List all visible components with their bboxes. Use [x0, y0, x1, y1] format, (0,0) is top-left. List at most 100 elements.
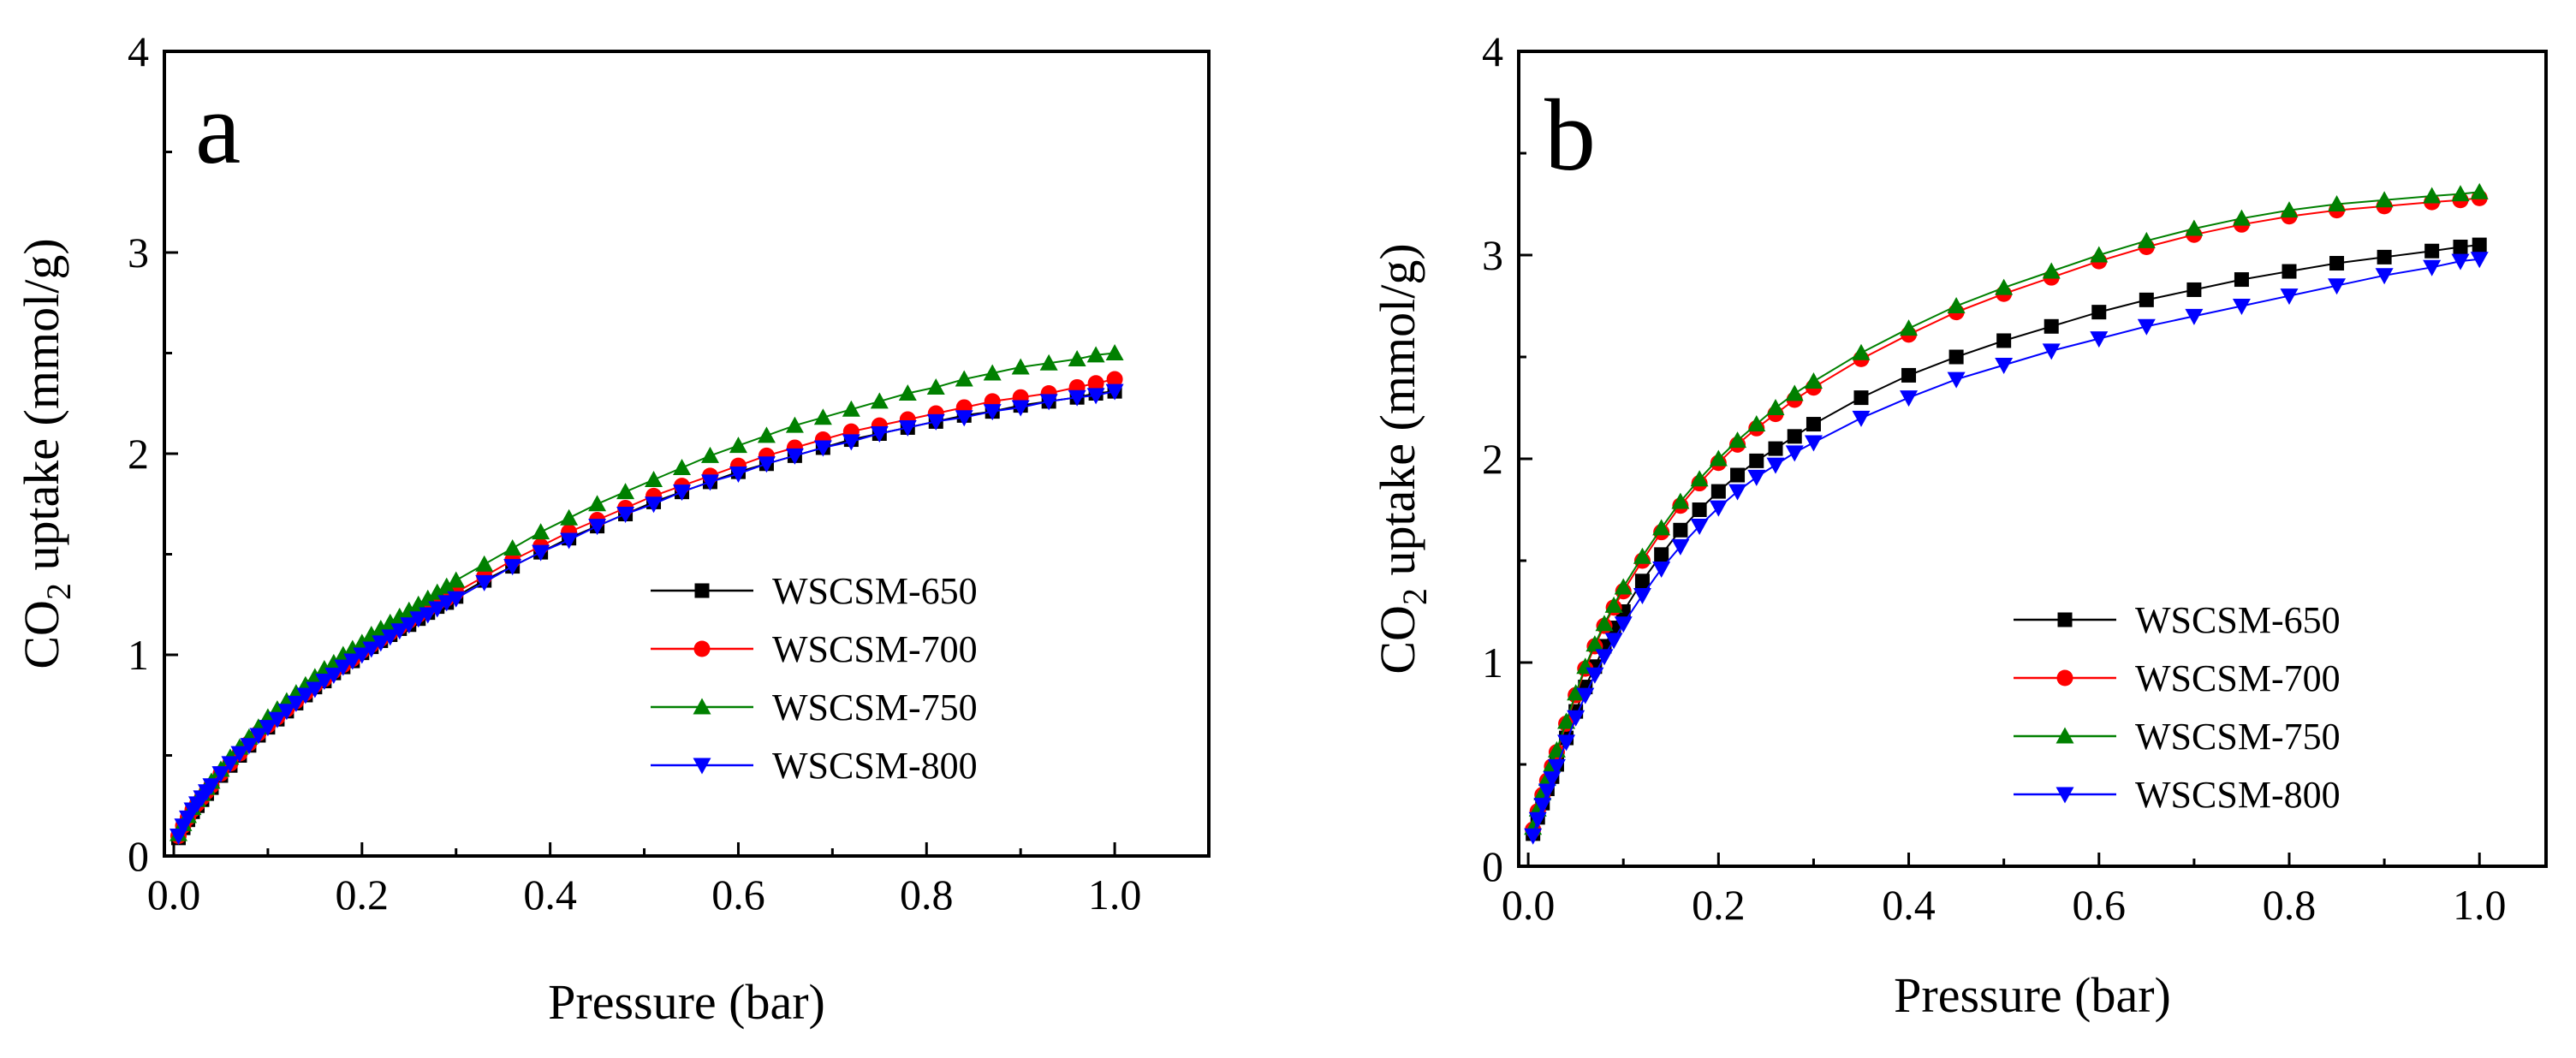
data-point-b-2-7	[1567, 684, 1585, 701]
data-point-b-3-7	[1567, 710, 1585, 727]
series-b-wscsm-800	[1524, 252, 2489, 845]
data-point-a-3-33	[447, 591, 466, 608]
data-point-a-3-9	[221, 756, 240, 773]
data-point-b-3-4	[1543, 771, 1562, 788]
data-point-a-3-14	[268, 711, 287, 728]
data-point-b-0-15	[1673, 522, 1688, 538]
data-point-b-0-19	[1749, 453, 1764, 468]
legend-a: WSCSM-650 WSCSM-700 WSCSM-750 WSCSM-800	[651, 570, 978, 787]
data-point-b-2-15	[1671, 492, 1690, 509]
data-point-a-2-37	[560, 508, 579, 526]
data-point-a-3-29	[409, 611, 428, 628]
data-point-a-1-57	[1106, 371, 1123, 388]
data-point-b-3-3	[1538, 783, 1556, 800]
data-point-a-3-10	[230, 746, 249, 763]
data-point-a-2-41	[673, 458, 692, 475]
data-point-b-0-16	[1692, 502, 1707, 517]
data-point-b-3-37	[2470, 252, 2489, 269]
x-ticks-b: 0.0 0.2 0.4 0.6 0.8 1.0	[1502, 853, 2506, 929]
data-point-a-2-53	[1011, 358, 1030, 375]
data-point-a-3-27	[390, 623, 409, 640]
data-point-a-3-43	[729, 467, 747, 483]
data-point-b-3-19	[1747, 469, 1766, 486]
data-point-b-3-31	[2232, 299, 2251, 315]
data-point-a-2-47	[842, 400, 860, 417]
data-point-a-3-32	[437, 595, 456, 612]
data-point-b-3-29	[2137, 318, 2156, 336]
data-point-b-0-25	[1948, 349, 1964, 365]
data-point-b-3-23	[1852, 410, 1871, 427]
legend-label-b-3: WSCSM-800	[2135, 774, 2341, 816]
y-axis-title-b-main: CO	[1370, 605, 1425, 675]
data-point-b-2-17	[1709, 449, 1728, 467]
x-tick-label-b-4: 0.8	[2263, 881, 2317, 929]
data-point-b-3-20	[1766, 457, 1785, 474]
data-point-a-3-12	[249, 728, 268, 745]
data-point-a-3-21	[334, 659, 353, 676]
data-point-a-3-35	[503, 559, 522, 576]
x-ticks-a: 0.0 0.2 0.4 0.6 0.8 1.0	[147, 842, 1142, 918]
panel-b: 0.0 0.2 0.4 0.6 0.8 1.0 0 1 2 3 4 b Pressure (bar…	[1370, 27, 2548, 1023]
legend-label-b-0: WSCSM-650	[2135, 599, 2341, 641]
data-point-b-3-27	[2042, 343, 2061, 360]
data-point-a-2-48	[870, 392, 889, 409]
data-point-b-3-12	[1614, 616, 1633, 633]
data-point-a-3-30	[419, 607, 437, 624]
data-point-b-3-25	[1947, 371, 1966, 389]
series-a-wscsm-750	[169, 344, 1124, 841]
data-point-a-2-49	[898, 384, 917, 401]
data-point-b-3-22	[1804, 435, 1823, 452]
data-point-b-3-6	[1557, 734, 1576, 752]
data-point-b-2-14	[1652, 519, 1671, 536]
data-point-b-3-15	[1671, 538, 1690, 556]
data-point-a-1-56	[1087, 375, 1104, 392]
data-point-a-3-39	[616, 507, 635, 523]
legend-label-b-2: WSCSM-750	[2135, 716, 2341, 758]
data-point-b-0-36	[2453, 239, 2468, 254]
data-point-a-2-39	[616, 483, 635, 500]
data-point-a-3-50	[926, 413, 945, 431]
x-tick-label-a-5: 1.0	[1088, 871, 1142, 918]
data-point-a-3-19	[315, 674, 334, 691]
data-point-b-2-31	[2232, 209, 2251, 226]
data-point-b-3-0	[1524, 828, 1543, 845]
data-point-a-2-36	[532, 523, 550, 540]
y-axis-title-b: CO2 uptake (mmol/g)	[1370, 243, 1434, 674]
data-point-a-2-57	[1105, 344, 1124, 360]
y-axis-title-a: CO2 uptake (mmol/g)	[14, 238, 78, 669]
series-a-wscsm-700	[170, 371, 1123, 844]
data-point-a-3-45	[785, 448, 804, 465]
data-point-a-3-51	[955, 410, 973, 427]
data-point-b-2-28	[2090, 246, 2109, 263]
data-point-a-3-24	[362, 641, 381, 658]
y-tick-label-b-2: 2	[1482, 435, 1503, 483]
data-point-a-3-56	[1086, 388, 1105, 405]
data-point-b-2-33	[2328, 195, 2347, 211]
legend-marker-b-1	[2056, 669, 2073, 687]
data-point-a-2-33	[447, 571, 466, 588]
data-point-a-3-7	[202, 778, 221, 795]
legend-label-b-1: WSCSM-700	[2135, 657, 2341, 699]
data-point-b-3-8	[1576, 687, 1595, 704]
data-point-a-3-48	[870, 426, 889, 443]
y-ticks-a: 0 1 2 3 4	[128, 27, 178, 880]
data-point-b-3-10	[1595, 649, 1614, 666]
data-point-b-0-17	[1710, 484, 1726, 499]
data-point-a-2-56	[1086, 346, 1105, 363]
plot-frame-b	[1517, 50, 2548, 868]
data-point-b-0-29	[2139, 292, 2154, 307]
data-point-b-2-20	[1766, 399, 1785, 415]
data-point-b-0-21	[1787, 429, 1802, 444]
data-point-b-3-18	[1728, 484, 1747, 501]
data-point-a-3-31	[428, 601, 447, 618]
data-point-b-0-32	[2282, 264, 2297, 279]
data-point-b-3-14	[1652, 562, 1671, 579]
data-point-b-3-17	[1709, 500, 1728, 517]
legend-label-a-2: WSCSM-750	[772, 687, 978, 728]
data-point-b-0-37	[2472, 237, 2487, 253]
x-tick-label-b-1: 0.2	[1692, 881, 1746, 929]
data-point-b-0-18	[1730, 467, 1746, 483]
data-point-a-2-34	[475, 555, 494, 572]
data-point-b-0-33	[2329, 256, 2345, 271]
data-point-a-2-50	[926, 377, 945, 395]
